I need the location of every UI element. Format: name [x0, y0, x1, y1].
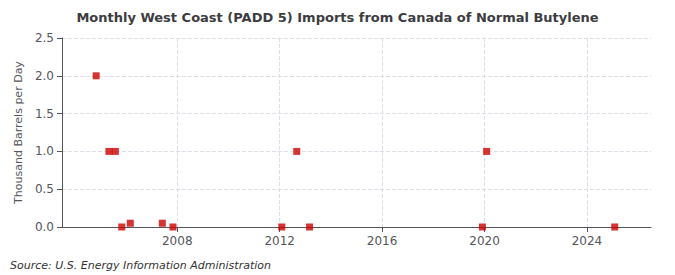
svg-text:Thousand Barrels per Day: Thousand Barrels per Day — [12, 61, 25, 205]
svg-text:0.0: 0.0 — [35, 220, 54, 234]
svg-text:1.5: 1.5 — [35, 107, 54, 121]
svg-text:0.5: 0.5 — [35, 182, 54, 196]
svg-text:Source: U.S. Energy Informatio: Source: U.S. Energy Information Administ… — [10, 259, 271, 272]
svg-text:2008: 2008 — [162, 234, 193, 248]
svg-text:2024: 2024 — [572, 234, 603, 248]
svg-text:Monthly West Coast (PADD 5) Im: Monthly West Coast (PADD 5) Imports from… — [76, 10, 598, 25]
svg-text:2012: 2012 — [264, 234, 295, 248]
svg-text:1.0: 1.0 — [35, 144, 54, 158]
svg-text:2.5: 2.5 — [35, 31, 54, 45]
svg-text:2.0: 2.0 — [35, 69, 54, 83]
svg-text:2016: 2016 — [367, 234, 398, 248]
svg-text:2020: 2020 — [469, 234, 500, 248]
